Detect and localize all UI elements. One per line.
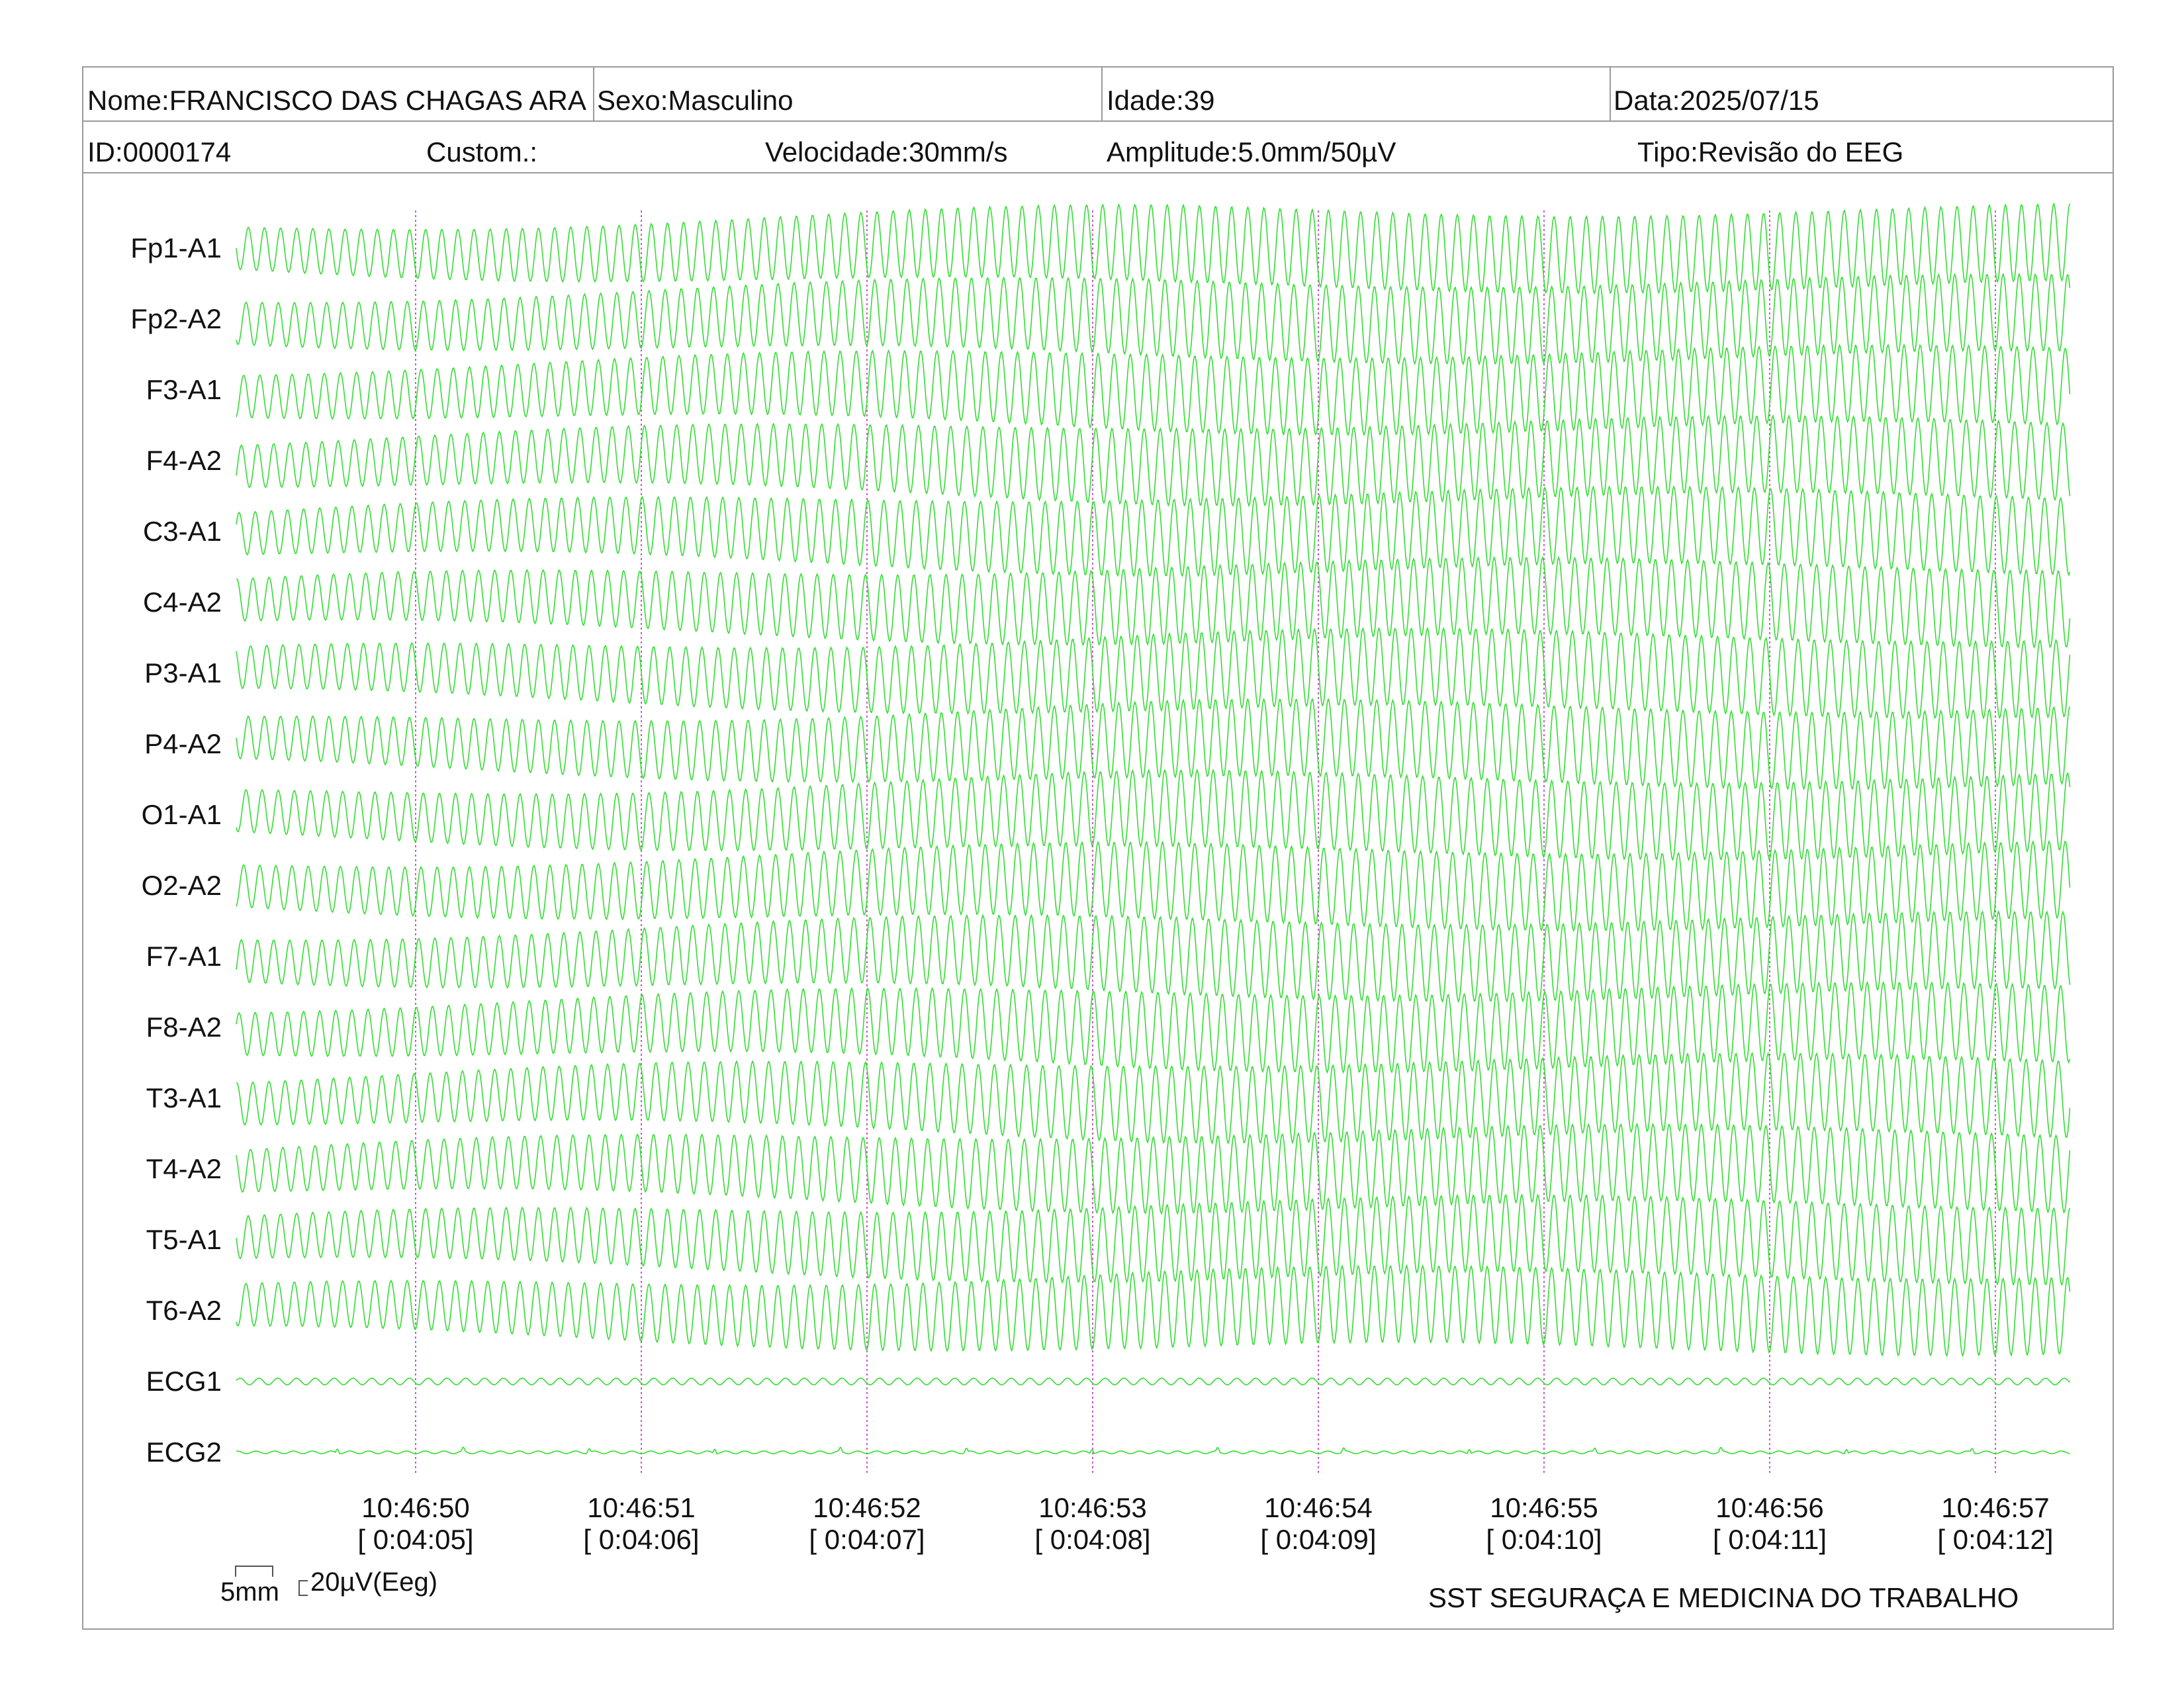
channel-label: O2-A2: [142, 870, 222, 901]
channel-trace: [236, 343, 2071, 437]
amplitude-setting: Amplitude:5.0mm/50µV: [1107, 136, 1396, 167]
channel-trace: [236, 1193, 2071, 1287]
patient-name: Nome:FRANCISCO DAS CHAGAS ARA: [87, 85, 586, 116]
channel-trace: [236, 980, 2071, 1074]
channel-label: Fp2-A2: [130, 303, 222, 334]
time-elapsed-label: [ 0:04:11]: [1713, 1524, 1827, 1555]
time-elapsed-label: [ 0:04:05]: [357, 1524, 473, 1555]
time-elapsed-label: [ 0:04:06]: [583, 1524, 699, 1555]
channel-labels: Fp1-A1 Fp2-A2 F3-A1 F4-A2 C3-A1 C4-A2 P3-A1 P4-…: [130, 232, 222, 1468]
channel-label: T3-A1: [146, 1082, 222, 1113]
eeg-traces: [236, 202, 2071, 1454]
channel-trace: [236, 910, 2071, 1004]
channel-trace: [236, 1446, 2070, 1454]
time-clock-label: 10:46:51: [587, 1492, 696, 1523]
channel-label: Fp1-A1: [130, 232, 222, 263]
channel-label: T5-A1: [146, 1224, 222, 1255]
channel-trace: [236, 1122, 2071, 1215]
time-elapsed-label: [ 0:04:12]: [1937, 1524, 2053, 1555]
channel-label: F4-A2: [146, 445, 222, 476]
scale-bar: [235, 1566, 308, 1596]
header-divider: [1610, 68, 1611, 120]
header-divider: [593, 68, 594, 120]
time-elapsed-label: [ 0:04:09]: [1260, 1524, 1376, 1555]
time-clock-label: 10:46:55: [1490, 1492, 1598, 1523]
channel-label: C4-A2: [143, 586, 222, 618]
scale-mm-label: 5mm: [220, 1577, 279, 1607]
channel-trace: [236, 485, 2071, 578]
header-row-2: ID:0000174 Custom.: Velocidade:30mm/s Am…: [83, 122, 2113, 173]
patient-sex: Sexo:Masculino: [597, 85, 794, 116]
scale-uv-label: 20µV(Eeg): [310, 1568, 438, 1597]
time-clock-label: 10:46:53: [1038, 1492, 1147, 1523]
report-frame: Nome:FRANCISCO DAS CHAGAS ARA Sexo:Mascu…: [82, 66, 2114, 1630]
channel-label: ECG1: [146, 1366, 222, 1397]
scale-bar-vertical: [298, 1580, 308, 1596]
time-clock-label: 10:46:50: [361, 1492, 470, 1523]
channel-label: T4-A2: [146, 1153, 222, 1184]
channel-trace: [236, 626, 2071, 720]
patient-age: Idade:39: [1107, 85, 1215, 116]
channel-label: C3-A1: [143, 516, 222, 547]
scale-bar-horizontal: [235, 1566, 273, 1577]
time-clock-label: 10:46:52: [813, 1492, 921, 1523]
channel-trace: [236, 1264, 2071, 1358]
channel-label: P4-A2: [144, 728, 222, 759]
exam-date: Data:2025/07/15: [1614, 85, 1819, 116]
channel-label: T6-A2: [146, 1295, 222, 1326]
channel-trace: [236, 697, 2071, 791]
channel-trace: [236, 1378, 2071, 1385]
channel-label: ECG2: [146, 1436, 222, 1468]
channel-trace: [236, 414, 2071, 508]
time-clock-label: 10:46:54: [1264, 1492, 1373, 1523]
channel-trace: [236, 769, 2071, 862]
header-divider: [1101, 68, 1103, 120]
channel-label: F8-A2: [146, 1011, 222, 1043]
time-clock-label: 10:46:57: [1941, 1492, 2050, 1523]
time-tick-labels: 10:46:50[ 0:04:05] 10:46:51[ 0:04:06] 10:4…: [357, 1492, 2053, 1555]
patient-id: ID:0000174: [87, 136, 232, 167]
speed-setting: Velocidade:30mm/s: [765, 136, 1008, 167]
channel-trace: [236, 555, 2071, 649]
time-elapsed-label: [ 0:04:10]: [1486, 1524, 1602, 1555]
channel-trace: [236, 839, 2071, 933]
channel-trace: [236, 202, 2071, 295]
channel-trace: [236, 1051, 2071, 1145]
header-row-1: Nome:FRANCISCO DAS CHAGAS ARA Sexo:Mascu…: [83, 68, 2113, 122]
channel-label: F3-A1: [146, 374, 222, 405]
custom-field: Custom.:: [426, 136, 538, 167]
review-type: Tipo:Revisão do EEG: [1637, 136, 1904, 167]
channel-label: F7-A1: [146, 941, 222, 972]
time-clock-label: 10:46:56: [1715, 1492, 1824, 1523]
channel-trace: [236, 272, 2071, 366]
time-elapsed-label: [ 0:04:08]: [1034, 1524, 1150, 1555]
channel-label: O1-A1: [142, 799, 222, 830]
time-elapsed-label: [ 0:04:07]: [809, 1524, 925, 1555]
organization-footer: SST SEGURAÇA E MEDICINA DO TRABALHO: [1428, 1582, 2019, 1613]
channel-label: P3-A1: [144, 657, 222, 688]
